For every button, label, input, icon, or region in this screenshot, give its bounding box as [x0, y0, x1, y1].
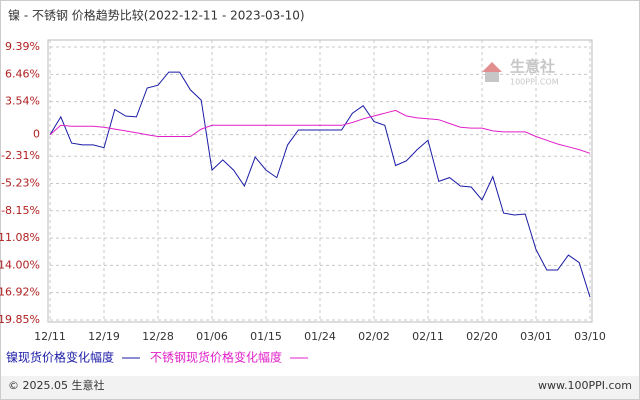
y-tick-label: -19.85%	[0, 313, 40, 326]
y-tick-label: -8.15%	[1, 204, 40, 217]
watermark: 生意社 100PPI.COM	[482, 58, 559, 87]
x-tick-label: 12/11	[34, 330, 66, 343]
legend-label: 镍现货价格变化幅度	[6, 350, 114, 365]
x-tick-label: 01/24	[304, 330, 336, 343]
watermark-name: 生意社	[510, 58, 555, 76]
x-tick-label: 12/19	[88, 330, 120, 343]
legend-label: 不锈钢现货价格变化幅度	[150, 350, 282, 365]
logo-house	[485, 72, 499, 82]
x-tick-label: 02/11	[412, 330, 444, 343]
series-line	[49, 71, 591, 298]
y-tick-label: -16.92%	[0, 286, 40, 299]
x-tick-label: 03/10	[574, 330, 606, 343]
y-tick-label: -5.23%	[1, 177, 40, 190]
x-tick-label: 02/02	[358, 330, 390, 343]
x-tick-label: 02/20	[466, 330, 498, 343]
series-line	[49, 109, 591, 154]
logo-roof	[482, 62, 502, 72]
y-tick-label: 6.46%	[5, 67, 40, 80]
x-tick-label: 03/01	[520, 330, 552, 343]
footer-band	[1, 376, 639, 399]
y-tick-label: 0	[33, 128, 40, 141]
y-tick-label: -14.00%	[0, 258, 40, 271]
footer-left: © 2025.05 生意社	[8, 378, 104, 392]
y-tick-label: 9.39%	[5, 40, 40, 53]
y-tick-label: -2.31%	[1, 149, 40, 162]
footer-right: www.100PPI.com	[538, 379, 632, 392]
y-tick-label: -11.08%	[0, 231, 40, 244]
x-tick-label: 12/28	[142, 330, 174, 343]
x-tick-label: 01/15	[250, 330, 282, 343]
y-tick-label: 3.54%	[5, 95, 40, 108]
watermark-site: 100PPI.COM	[510, 78, 559, 87]
chart-title: 镍 - 不锈钢 价格趋势比较(2022-12-11 - 2023-03-10)	[8, 8, 305, 23]
x-tick-label: 01/06	[196, 330, 228, 343]
